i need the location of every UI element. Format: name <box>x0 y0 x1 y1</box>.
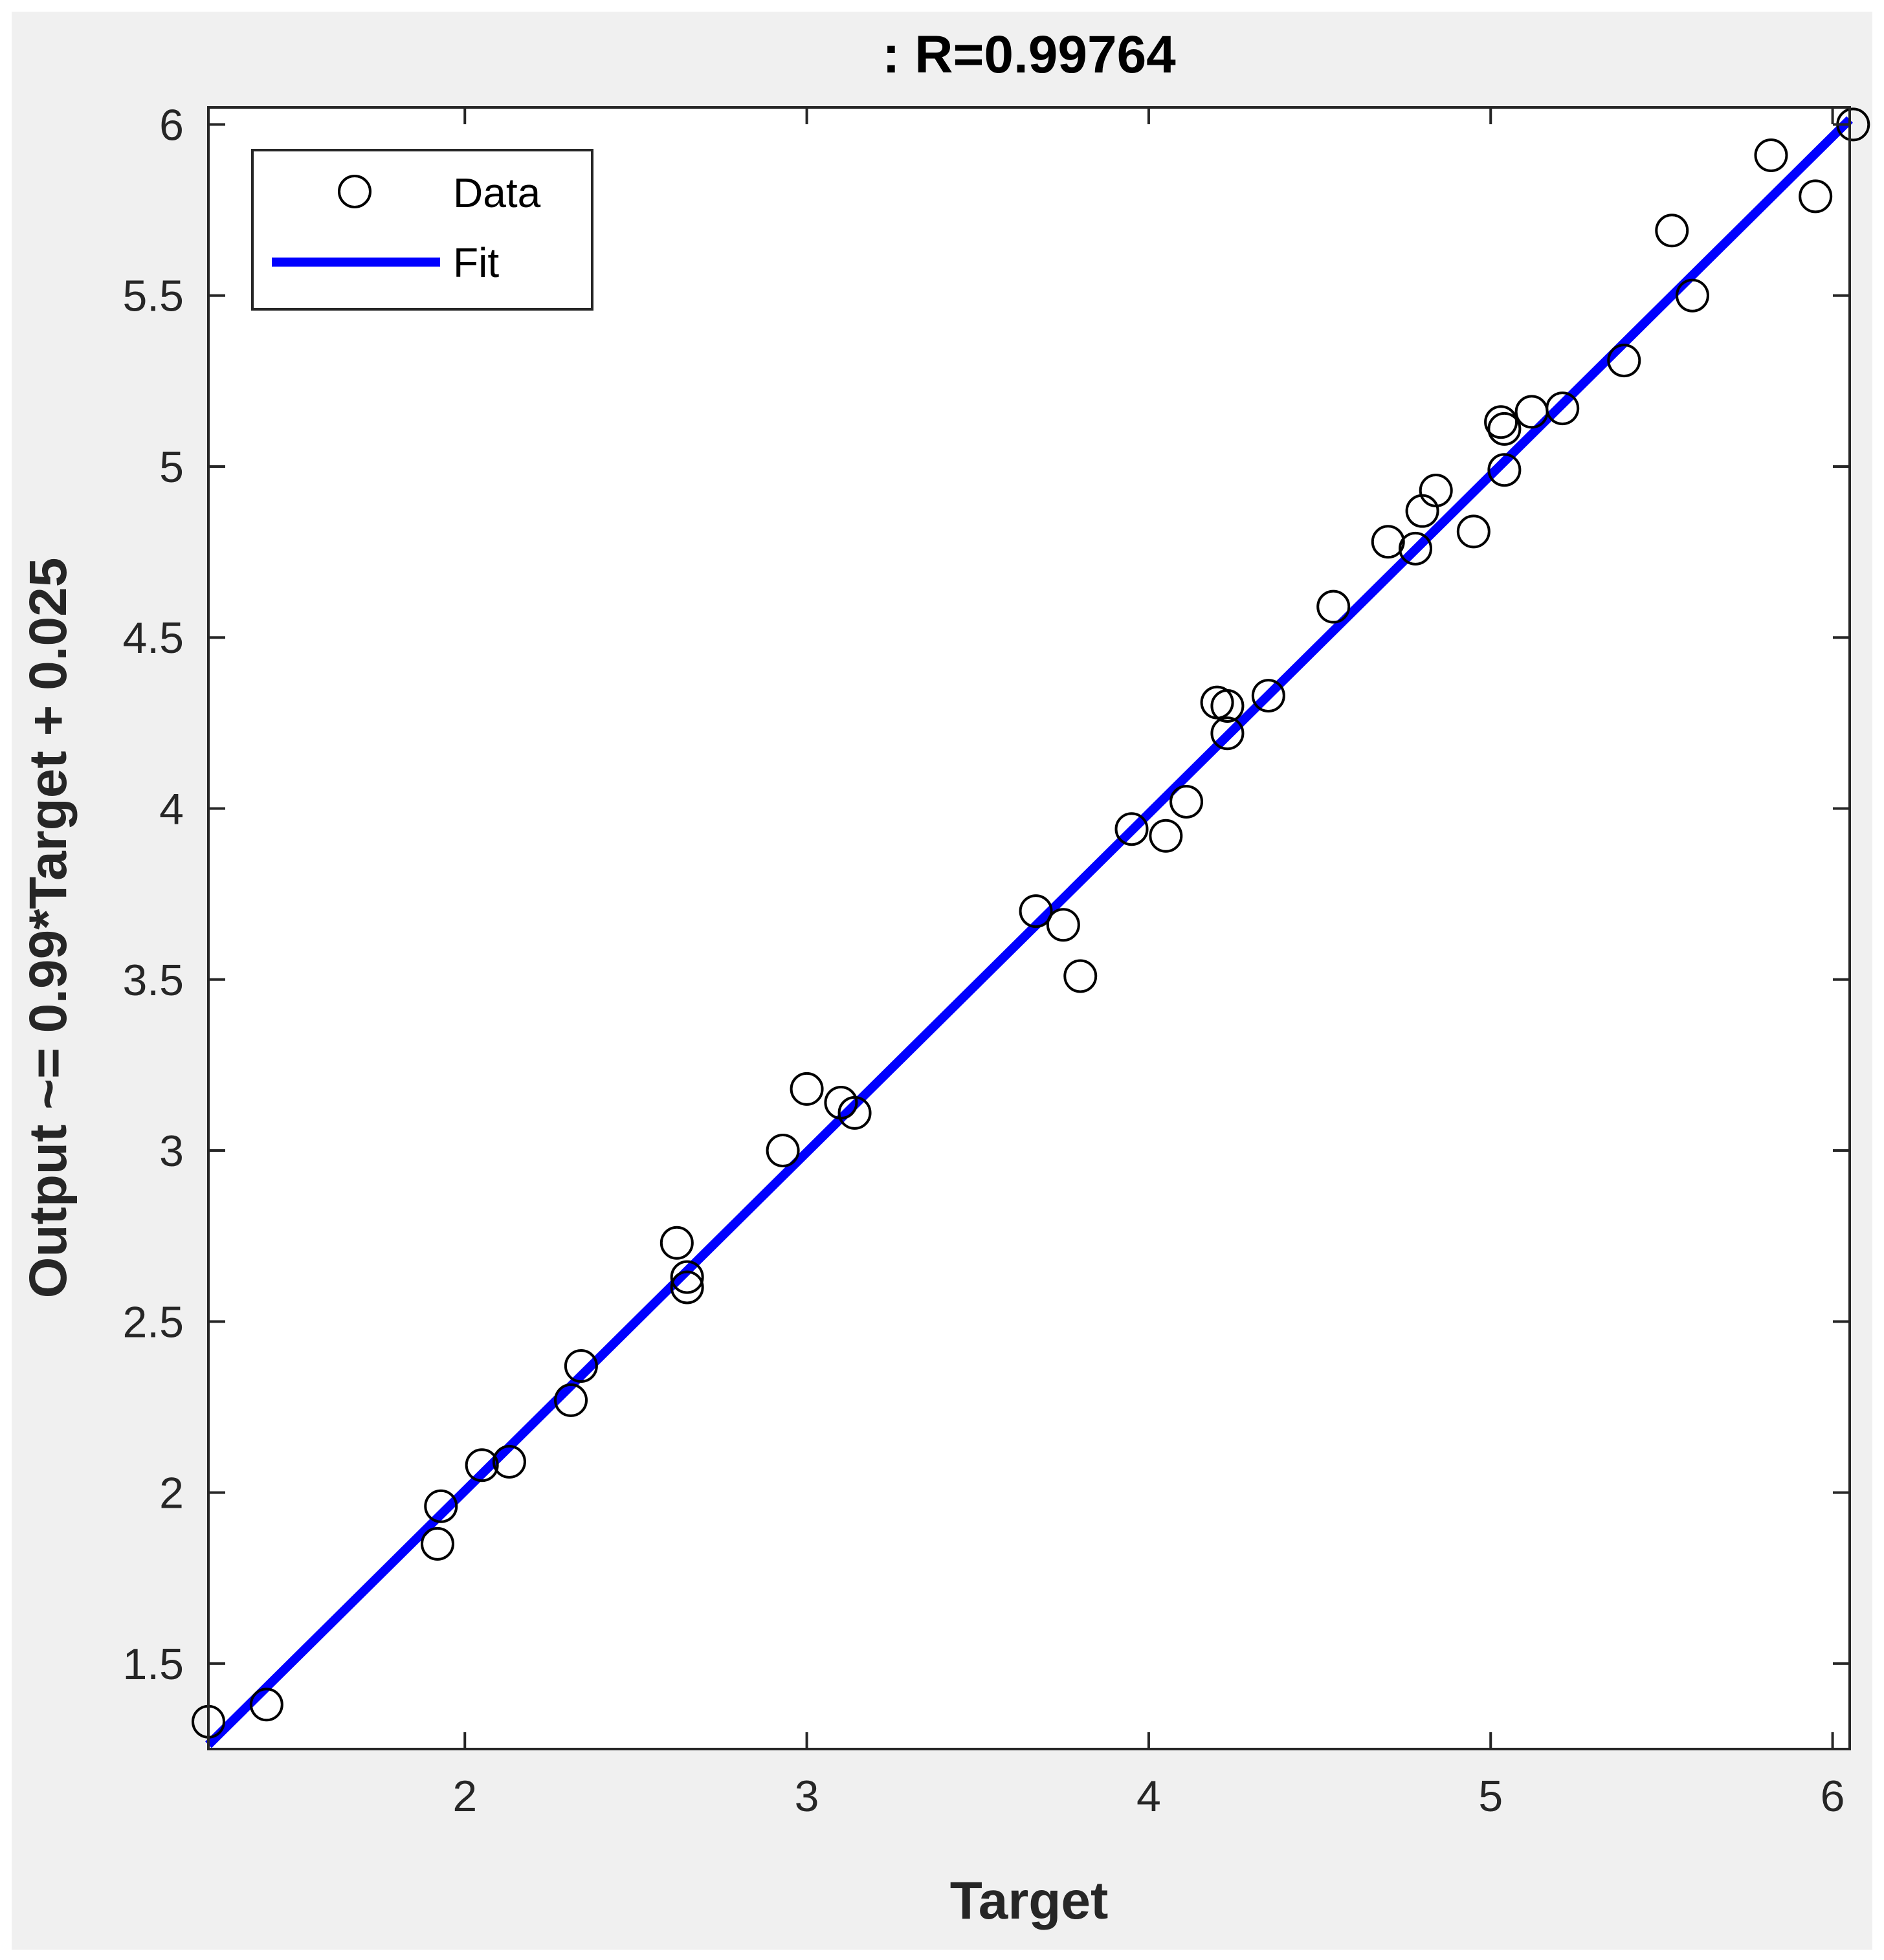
y-tick-label: 3 <box>159 1127 184 1176</box>
data-point <box>564 1349 598 1383</box>
y-tick-label: 6 <box>159 100 184 149</box>
x-tick-label: 5 <box>1478 1772 1503 1821</box>
data-point <box>670 1270 704 1305</box>
x-tick-label: 2 <box>452 1772 477 1821</box>
y-tick-label: 3.5 <box>122 956 184 1005</box>
data-point <box>492 1445 526 1479</box>
data-point <box>465 1448 499 1482</box>
chart-title: : R=0.99764 <box>882 25 1176 84</box>
data-point <box>1210 688 1245 723</box>
fit-layer <box>205 116 1853 1748</box>
data-point <box>1251 679 1285 713</box>
data-point <box>1210 716 1245 751</box>
legend-data-label: Data <box>453 170 541 216</box>
data-point <box>1799 179 1833 214</box>
data-point <box>1419 473 1453 507</box>
data-point <box>1114 812 1149 846</box>
data-point <box>424 1489 458 1523</box>
plot-frame <box>207 106 1851 1750</box>
y-axis-ticks <box>208 123 1850 1665</box>
data-point <box>1655 214 1689 248</box>
data-point <box>1399 531 1433 566</box>
data-point <box>1487 412 1522 446</box>
data-point <box>1316 589 1351 624</box>
data-point <box>1675 278 1709 313</box>
x-tick-label: 4 <box>1136 1772 1161 1821</box>
data-point <box>420 1526 454 1561</box>
data-point <box>1754 138 1788 172</box>
y-tick-label: 2.5 <box>122 1297 184 1347</box>
data-point <box>670 1260 704 1294</box>
data-point <box>766 1134 800 1168</box>
data-point <box>1046 908 1080 942</box>
x-tick-label: 3 <box>795 1772 819 1821</box>
x-tick-label: 6 <box>1821 1772 1845 1821</box>
data-point <box>1484 405 1518 439</box>
data-point <box>1607 344 1641 378</box>
legend: Data Fit <box>251 149 593 311</box>
y-tick-label: 5.5 <box>122 272 184 321</box>
legend-fit-label: Fit <box>453 239 499 286</box>
x-axis-ticks <box>463 107 1834 1749</box>
fit-line <box>205 116 1853 1748</box>
data-point <box>1546 391 1580 426</box>
data-point <box>1063 959 1098 993</box>
data-point <box>1487 453 1522 487</box>
data-point <box>659 1226 694 1260</box>
legend-data-marker <box>338 175 371 208</box>
legend-box <box>251 149 593 311</box>
data-point <box>790 1072 824 1106</box>
x-axis-title: Target <box>950 1871 1109 1930</box>
y-tick-label: 4 <box>159 785 184 834</box>
y-tick-label: 5 <box>159 443 184 492</box>
x-axis-tick-labels: 2 3 4 5 6 <box>452 1772 1845 1821</box>
data-point <box>837 1096 872 1130</box>
data-point <box>1149 819 1183 853</box>
data-point <box>554 1383 588 1417</box>
y-axis-title: Output ~= 0.99*Target + 0.025 <box>19 558 78 1299</box>
data-point <box>1371 525 1405 559</box>
y-axis-tick-labels: 1.5 2 2.5 3 3.5 4 4.5 5 5.5 6 <box>122 100 184 1688</box>
y-tick-label: 1.5 <box>122 1640 184 1689</box>
data-point <box>1456 514 1491 549</box>
y-tick-label: 2 <box>159 1469 184 1518</box>
data-point <box>1019 894 1053 929</box>
y-tick-label: 4.5 <box>122 613 184 663</box>
data-point <box>249 1688 283 1722</box>
data-point <box>1169 784 1204 819</box>
